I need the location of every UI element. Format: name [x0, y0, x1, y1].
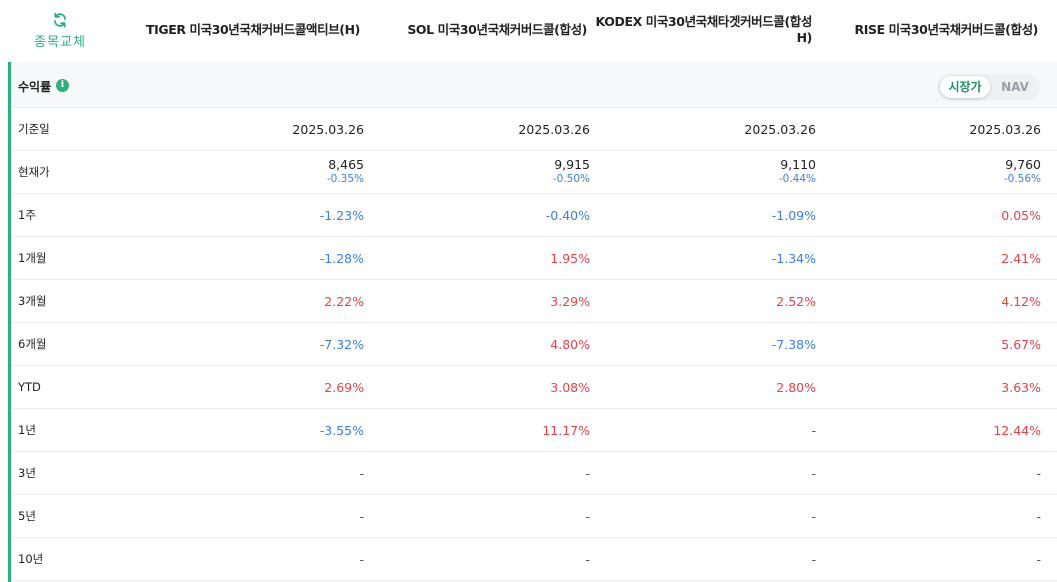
row-label: 3개월 [18, 294, 47, 308]
table-row-price: 현재가 8,465 -0.35% 9,915 -0.50% 9,110 -0.4… [11, 151, 1057, 194]
table-row-5y: 5년 - - - - [11, 495, 1057, 538]
return-cell: 0.05% [1001, 208, 1041, 223]
return-cell: -1.23% [319, 208, 364, 223]
return-cell: - [585, 466, 590, 481]
table-row-3m: 3개월 2.22% 3.29% 2.52% 4.12% [11, 280, 1057, 323]
return-cell: 12.44% [993, 423, 1041, 438]
base-date-cell: 2025.03.26 [969, 122, 1041, 137]
current-price: 8,465 [328, 157, 364, 172]
return-cell: - [811, 509, 816, 524]
return-cell: - [1036, 466, 1041, 481]
current-price: 9,760 [1005, 157, 1041, 172]
return-cell: -7.38% [771, 337, 816, 352]
row-label: 1개월 [18, 251, 47, 265]
return-cell: 2.69% [324, 380, 364, 395]
returns-title: 수익률 [18, 80, 52, 94]
return-cell: - [585, 552, 590, 567]
return-cell: 1.95% [550, 251, 590, 266]
table-row-1w: 1주 -1.23% -0.40% -1.09% 0.05% [11, 194, 1057, 237]
price-change: -0.44% [778, 173, 816, 185]
price-cell: 9,110 -0.44% [602, 151, 816, 194]
price-basis-toggle[interactable]: 시장가 NAV [937, 74, 1040, 100]
return-cell: -7.32% [319, 337, 364, 352]
table-row-1m: 1개월 -1.28% 1.95% -1.34% 2.41% [11, 237, 1057, 280]
swap-stocks-button[interactable]: 종목교체 [12, 12, 108, 52]
return-cell: 11.17% [542, 423, 590, 438]
row-label: 6개월 [18, 337, 47, 351]
current-price: 9,110 [780, 157, 816, 172]
return-cell: -0.40% [545, 208, 590, 223]
return-cell: 3.08% [550, 380, 590, 395]
row-label: 3년 [18, 466, 36, 480]
return-cell: -1.28% [319, 251, 364, 266]
return-cell: 2.80% [776, 380, 816, 395]
return-cell: 4.12% [1001, 294, 1041, 309]
return-cell: - [811, 552, 816, 567]
return-cell: 4.80% [550, 337, 590, 352]
return-cell: 5.67% [1001, 337, 1041, 352]
current-price: 9,915 [554, 157, 590, 172]
return-cell: - [359, 509, 364, 524]
row-label: 10년 [18, 552, 44, 566]
return-cell: 3.29% [550, 294, 590, 309]
base-date-cell: 2025.03.26 [518, 122, 590, 137]
table-row-3y: 3년 - - - - [11, 452, 1057, 495]
price-change: -0.35% [326, 173, 364, 185]
column-title-sol: SOL 미국30년국채커버드콜(합성) [407, 22, 587, 37]
comparison-header: 종목교체 TIGER 미국30년국채커버드콜액티브(H) SOL 미국30년국채… [0, 0, 1057, 60]
row-label: YTD [18, 380, 41, 394]
price-change: -0.56% [1003, 173, 1041, 185]
return-cell: -1.09% [771, 208, 816, 223]
returns-panel: 수익률 i 시장가 NAV 기준일 2025.03.26 2025.03.26 … [8, 62, 1057, 582]
return-cell: 2.52% [776, 294, 816, 309]
table-row-10y: 10년 - - - - [11, 538, 1057, 581]
return-cell: - [359, 466, 364, 481]
table-row-6m: 6개월 -7.32% 4.80% -7.38% 5.67% [11, 323, 1057, 366]
nav-tab[interactable]: NAV [1001, 80, 1029, 94]
base-date-cell: 2025.03.26 [744, 122, 816, 137]
returns-header: 수익률 i 시장가 NAV [11, 62, 1057, 108]
price-cell: 9,915 -0.50% [376, 151, 590, 194]
row-label: 1년 [18, 423, 36, 437]
price-cell: 9,760 -0.56% [828, 151, 1041, 194]
row-label: 1주 [18, 208, 36, 222]
return-cell: 3.63% [1001, 380, 1041, 395]
return-cell: - [1036, 552, 1041, 567]
price-cell: 8,465 -0.35% [151, 151, 364, 194]
return-cell: - [585, 509, 590, 524]
return-cell: - [1036, 509, 1041, 524]
table-row-1y: 1년 -3.55% 11.17% - 12.44% [11, 409, 1057, 452]
market-price-tab[interactable]: 시장가 [940, 76, 990, 98]
base-date-cell: 2025.03.26 [292, 122, 364, 137]
row-label: 5년 [18, 509, 36, 523]
refresh-icon [54, 12, 66, 28]
column-title-kodex: KODEX 미국30년국채타겟커버드콜(합성 H) [595, 14, 813, 45]
column-title-rise: RISE 미국30년국채커버드콜(합성) [854, 22, 1039, 37]
column-title-tiger: TIGER 미국30년국채커버드콜액티브(H) [145, 22, 360, 37]
swap-stocks-label: 종목교체 [34, 35, 86, 50]
return-cell: - [811, 466, 816, 481]
return-cell: -3.55% [319, 423, 364, 438]
row-label: 기준일 [18, 122, 50, 136]
table-row-base-date: 기준일 2025.03.26 2025.03.26 2025.03.26 202… [11, 108, 1057, 151]
return-cell: 2.22% [324, 294, 364, 309]
price-change: -0.50% [552, 173, 590, 185]
return-cell: - [359, 552, 364, 567]
info-icon[interactable]: i [56, 79, 69, 92]
return-cell: 2.41% [1001, 251, 1041, 266]
table-row-ytd: YTD 2.69% 3.08% 2.80% 3.63% [11, 366, 1057, 409]
row-label: 현재가 [18, 165, 50, 179]
return-cell: -1.34% [771, 251, 816, 266]
return-cell: - [811, 423, 816, 438]
